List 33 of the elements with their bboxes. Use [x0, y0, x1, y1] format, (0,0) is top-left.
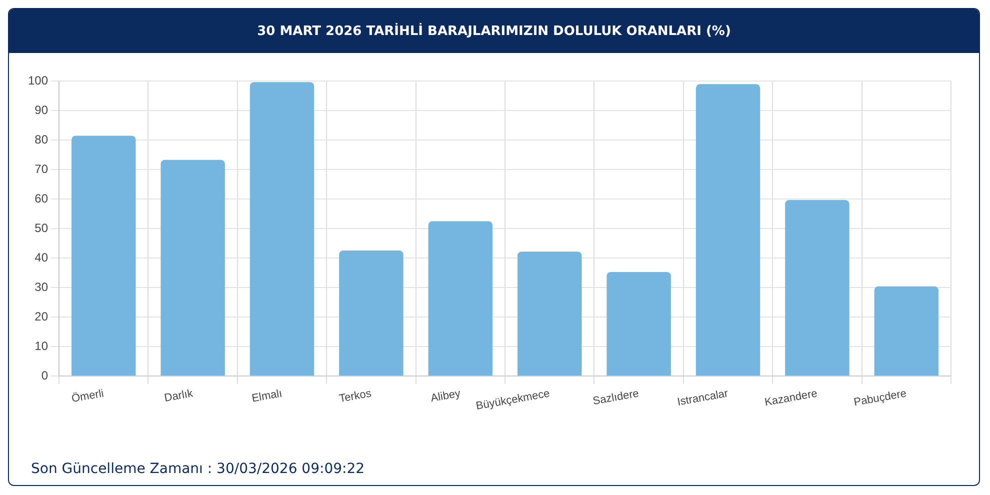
bar	[785, 200, 850, 376]
bar	[606, 272, 671, 376]
x-tick-label: Istrancalar	[676, 388, 730, 408]
x-tick-label: Sazlıdere	[592, 388, 640, 408]
bar	[339, 250, 404, 376]
bar	[696, 84, 760, 376]
y-tick-label: 40	[34, 250, 48, 264]
bar	[518, 252, 582, 376]
bar	[874, 286, 939, 376]
y-tick-label: 100	[28, 74, 48, 88]
bar	[428, 221, 493, 376]
x-tick-label: Elmalı	[250, 388, 284, 405]
x-tick-label: Kazandere	[764, 388, 818, 409]
x-tick-label: Darlık	[163, 388, 194, 404]
x-tick-label: Alibey	[430, 388, 462, 405]
x-tick-label: Terkos	[338, 388, 373, 406]
x-tick-label: Ömerli	[70, 386, 105, 406]
bar	[160, 160, 225, 376]
y-tick-label: 90	[34, 102, 48, 117]
bar	[250, 82, 314, 376]
y-tick-label: 20	[34, 309, 48, 324]
y-tick-label: 0	[41, 368, 48, 382]
chart-title: 30 MART 2026 TARİHLİ BARAJLARIMIZIN DOLULUK ORANLARI (%)	[9, 9, 979, 53]
y-tick-label: 10	[34, 338, 48, 353]
y-tick-label: 60	[34, 191, 48, 206]
bar	[72, 136, 136, 376]
y-tick-label: 50	[34, 220, 48, 235]
y-tick-label: 80	[34, 132, 48, 146]
y-tick-label: 30	[34, 280, 48, 294]
x-tick-label: Pabuçdere	[852, 388, 908, 409]
y-tick-label: 70	[34, 162, 48, 176]
text: Son Güncelleme Zamanı : 30/03/2026 09:09:22	[31, 461, 365, 477]
x-tick-label: Büyükçekmece	[475, 388, 551, 412]
